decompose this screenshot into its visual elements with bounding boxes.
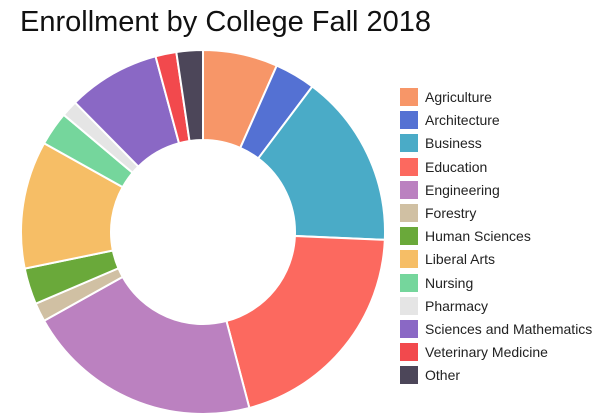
legend-item-liberal-arts[interactable]: Liberal Arts [400, 248, 610, 269]
legend-label: Architecture [425, 112, 500, 129]
slice-other[interactable] [175, 48, 204, 143]
legend-label: Sciences and Mathematics [425, 321, 593, 337]
legend-label: Agriculture [425, 89, 492, 105]
legend-label: Other [425, 367, 461, 384]
legend-label: Pharmacy [425, 297, 489, 314]
legend-item-engineering[interactable]: Engineering [400, 179, 610, 199]
legend-swatch [400, 204, 418, 222]
legend-swatch [400, 366, 418, 385]
legend-label: Nursing [425, 274, 474, 291]
legend-swatch [400, 227, 418, 246]
legend-label: Engineering [425, 181, 500, 198]
legend-item-veterinary-medicine[interactable]: Veterinary Medicine [400, 341, 610, 362]
legend-item-agriculture[interactable]: Agriculture [400, 86, 610, 106]
slice-engineering[interactable] [42, 275, 251, 415]
legend-swatch [400, 134, 418, 153]
legend-item-sciences-and-mathematics[interactable]: Sciences and Mathematics [400, 318, 610, 338]
legend-item-forestry[interactable]: Forestry [400, 202, 610, 222]
legend-item-pharmacy[interactable]: Pharmacy [400, 295, 610, 315]
legend-label: Veterinary Medicine [425, 344, 548, 361]
legend-swatch [400, 157, 418, 176]
legend-swatch [400, 296, 418, 315]
legend-swatch [400, 273, 418, 292]
legend-item-nursing[interactable]: Nursing [400, 272, 610, 292]
legend-item-business[interactable]: Business [400, 132, 610, 153]
legend-swatch [400, 88, 418, 106]
legend-label: Business [425, 135, 482, 152]
legend-item-education[interactable]: Education [400, 156, 610, 176]
legend-label: Liberal Arts [425, 251, 496, 268]
legend-item-human-sciences[interactable]: Human Sciences [400, 225, 610, 246]
legend-swatch [400, 320, 418, 338]
legend-label: Education [425, 158, 488, 175]
legend-label: Human Sciences [425, 228, 531, 245]
legend-swatch [400, 250, 418, 269]
legend-item-other[interactable]: Other [400, 364, 610, 385]
legend-swatch [400, 111, 418, 130]
legend-swatch [400, 343, 418, 362]
legend-label: Forestry [425, 205, 477, 221]
chart-title: Enrollment by College Fall 2018 [20, 6, 432, 38]
slice-education[interactable] [225, 234, 386, 410]
legend-item-architecture[interactable]: Architecture [400, 109, 610, 130]
legend-swatch [400, 180, 418, 199]
